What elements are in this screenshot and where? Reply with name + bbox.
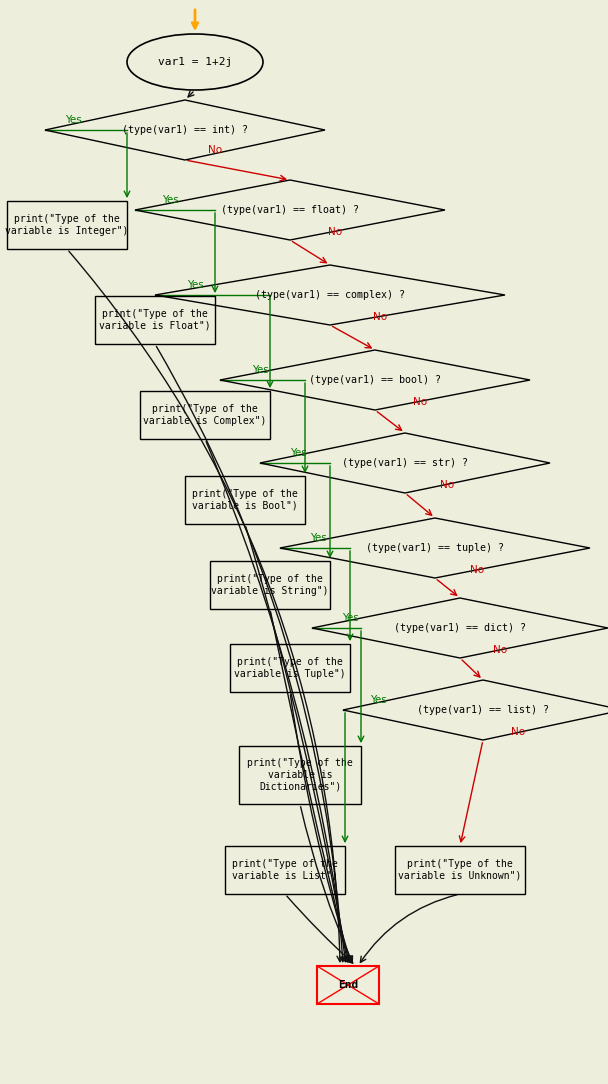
Text: End: End <box>338 980 358 990</box>
Text: (type(var1) == list) ?: (type(var1) == list) ? <box>417 705 549 715</box>
Bar <box>230 644 350 692</box>
Text: (type(var1) == dict) ?: (type(var1) == dict) ? <box>394 623 526 633</box>
Text: (type(var1) == tuple) ?: (type(var1) == tuple) ? <box>366 543 504 553</box>
Text: No: No <box>470 565 484 575</box>
Text: print("Type of the
variable is List"): print("Type of the variable is List") <box>232 860 338 881</box>
Text: print("Type of the
variable is Bool"): print("Type of the variable is Bool") <box>192 489 298 511</box>
Text: No: No <box>493 645 507 655</box>
Bar <box>185 476 305 524</box>
Bar <box>210 562 330 609</box>
Text: print("Type of the
variable is String"): print("Type of the variable is String") <box>211 575 329 596</box>
Text: Yes: Yes <box>370 695 386 705</box>
Text: No: No <box>440 480 454 490</box>
Bar <box>225 846 345 894</box>
Text: print("Type of the
variable is
Dictionaries"): print("Type of the variable is Dictionar… <box>247 759 353 791</box>
Text: Yes: Yes <box>289 448 306 459</box>
Text: (type(var1) == bool) ?: (type(var1) == bool) ? <box>309 375 441 385</box>
Text: print("Type of the
variable is Float"): print("Type of the variable is Float") <box>99 309 211 331</box>
Text: (type(var1) == str) ?: (type(var1) == str) ? <box>342 459 468 468</box>
Text: No: No <box>413 397 427 406</box>
Text: No: No <box>511 727 525 737</box>
Text: print("Type of the
variable is Complex"): print("Type of the variable is Complex") <box>143 404 267 426</box>
Text: No: No <box>373 312 387 322</box>
Text: Yes: Yes <box>65 115 82 125</box>
Text: (type(var1) == complex) ?: (type(var1) == complex) ? <box>255 291 405 300</box>
Text: var1 = 1+2j: var1 = 1+2j <box>158 57 232 67</box>
Text: print("Type of the
variable is Unknown"): print("Type of the variable is Unknown") <box>398 860 522 881</box>
Text: Yes: Yes <box>187 280 203 291</box>
Bar <box>239 746 361 804</box>
Bar <box>140 391 270 439</box>
Bar <box>317 966 379 1004</box>
Text: Yes: Yes <box>309 533 326 543</box>
Text: No: No <box>328 227 342 237</box>
Text: Yes: Yes <box>342 612 358 623</box>
Text: No: No <box>208 145 222 155</box>
Text: (type(var1) == int) ?: (type(var1) == int) ? <box>122 125 248 136</box>
Bar <box>395 846 525 894</box>
Text: print("Type of the
variable is Integer"): print("Type of the variable is Integer") <box>5 215 129 236</box>
Bar <box>95 296 215 344</box>
Text: print("Type of the
variable is Tuple"): print("Type of the variable is Tuple") <box>234 657 346 679</box>
Text: Yes: Yes <box>252 365 268 375</box>
Text: Yes: Yes <box>162 195 178 205</box>
Text: (type(var1) == float) ?: (type(var1) == float) ? <box>221 205 359 215</box>
Bar <box>7 201 127 249</box>
